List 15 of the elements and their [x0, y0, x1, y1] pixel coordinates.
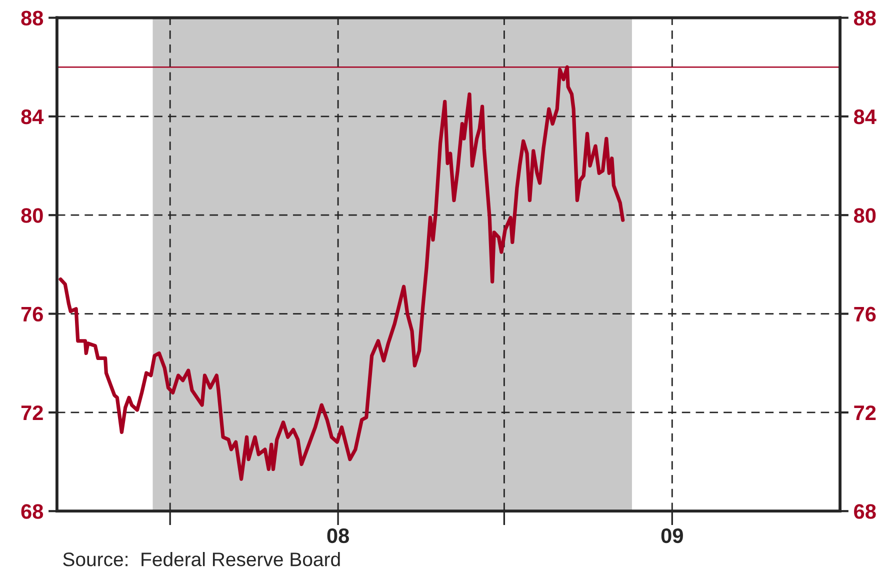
y-tick-label: 84	[21, 109, 44, 124]
source-note: Source: Federal Reserve Board	[63, 552, 340, 566]
y2-tick-label: 88	[854, 10, 876, 26]
y2-tick-label: 76	[854, 306, 876, 322]
x-tick-label: 09	[661, 528, 683, 544]
y-tick-label: 76	[21, 306, 43, 322]
y2-tick-label: 68	[854, 504, 876, 519]
y-tick-label: 80	[21, 208, 43, 223]
y-tick-label: 68	[21, 504, 44, 519]
y-tick-label: 88	[21, 10, 44, 26]
y2-tick-label: 80	[854, 208, 876, 223]
y-tick-label: 72	[21, 405, 43, 420]
x-tick-label: 08	[327, 528, 349, 544]
y2-tick-label: 72	[854, 405, 876, 420]
y2-tick-label: 84	[854, 109, 876, 124]
